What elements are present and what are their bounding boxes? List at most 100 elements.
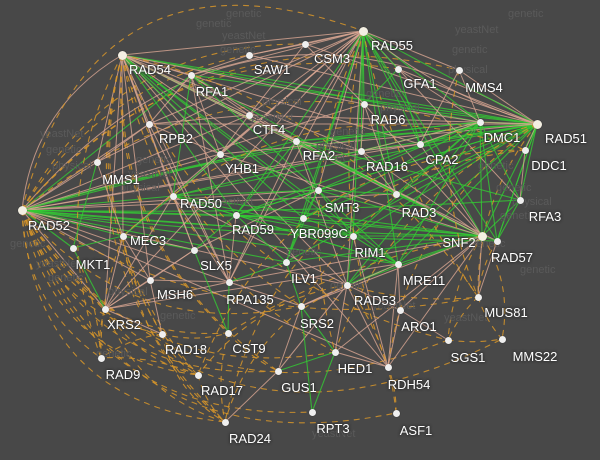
graph-node-ctf4[interactable] (245, 111, 253, 119)
network-edge-coexpression (285, 261, 302, 307)
network-edge-coexpression (362, 30, 397, 195)
graph-node-mms22[interactable] (498, 335, 506, 343)
network-edge-physical (149, 279, 230, 283)
network-edge-physical (248, 43, 306, 56)
network-edge-physical (397, 68, 538, 125)
network-edge-genetic (122, 235, 199, 376)
graph-node-mus81[interactable] (474, 293, 482, 301)
graph-node-rpt3[interactable] (308, 408, 316, 416)
network-edge-coexpression (190, 74, 397, 195)
network-edge-physical (519, 149, 526, 201)
graph-node-rad18[interactable] (158, 330, 166, 338)
graph-node-gus1[interactable] (274, 367, 282, 375)
graph-node-rad57[interactable] (493, 237, 501, 245)
graph-node-slx5[interactable] (190, 246, 198, 254)
graph-node-rad50[interactable] (169, 192, 177, 200)
graph-node-rfa2[interactable] (292, 137, 300, 145)
graph-node-gfa1[interactable] (394, 65, 402, 73)
graph-node-ilv1[interactable] (282, 258, 290, 266)
network-edge-physical (21, 54, 123, 211)
network-edge-coexpression (302, 30, 364, 219)
network-edge-coexpression (295, 121, 481, 142)
network-edge-physical (295, 140, 362, 152)
network-edge-physical (21, 209, 195, 251)
network-edge-physical (148, 123, 230, 283)
graph-node-rdh54[interactable] (384, 363, 392, 371)
graph-node-rad52[interactable] (17, 205, 27, 215)
graph-node-rad24[interactable] (221, 418, 229, 426)
graph-node-yhb1[interactable] (216, 150, 224, 158)
network-edge-coexpression (479, 121, 521, 201)
graph-node-rad51[interactable] (532, 119, 542, 129)
graph-node-csm3[interactable] (301, 40, 309, 48)
graph-node-asf1[interactable] (392, 409, 400, 417)
network-edge-genetic (21, 209, 229, 335)
graph-node-rad16[interactable] (357, 147, 365, 155)
network-edge-coexpression (317, 123, 538, 191)
network-edge-physical (362, 30, 538, 125)
network-edge-physical (458, 69, 538, 125)
graph-node-rfa1[interactable] (187, 71, 195, 79)
graph-node-cst9[interactable] (224, 329, 232, 337)
graph-node-hed1[interactable] (331, 348, 339, 356)
graph-node-rad17[interactable] (194, 371, 202, 379)
network-edge-coexpression (317, 189, 354, 237)
network-edge-genetic (346, 284, 479, 300)
graph-node-rad53[interactable] (343, 281, 351, 289)
network-edge-physical (21, 209, 389, 368)
graph-node-srs2[interactable] (297, 302, 305, 310)
graph-node-rim1[interactable] (349, 232, 357, 240)
graph-node-dmc1[interactable] (476, 118, 484, 126)
graph-node-mkt1[interactable] (69, 244, 77, 252)
network-edge-genetic (161, 332, 229, 339)
network-edge-genetic (121, 54, 479, 298)
graph-node-xrs2[interactable] (101, 305, 109, 313)
graph-node-mec3[interactable] (119, 232, 127, 240)
graph-node-ybr099c[interactable] (299, 214, 307, 222)
network-edge-genetic (21, 209, 449, 374)
graph-node-rad9[interactable] (97, 354, 105, 362)
network-edge-coexpression (397, 68, 421, 145)
graph-node-rfa3[interactable] (516, 196, 524, 204)
graph-node-snf2[interactable] (477, 231, 487, 241)
graph-node-cpa2[interactable] (416, 140, 424, 148)
graph-node-rad6[interactable] (360, 100, 368, 108)
network-edge-coexpression (228, 261, 287, 283)
graph-node-msh6[interactable] (146, 276, 154, 284)
graph-node-rpb2[interactable] (145, 120, 153, 128)
network-edge-genetic (161, 333, 226, 423)
network-edge-physical (219, 153, 483, 237)
graph-node-mre11[interactable] (394, 260, 402, 268)
network-edge-coexpression (235, 214, 287, 263)
network-edge-coexpression (295, 140, 521, 201)
network-edge-physical (334, 351, 389, 368)
graph-node-rad59[interactable] (232, 211, 240, 219)
graph-node-sgs1[interactable] (444, 336, 452, 344)
network-edge-physical (172, 195, 348, 286)
network-edge-physical (190, 74, 221, 155)
network-edge-coexpression (235, 140, 297, 216)
network-edge-genetic (334, 123, 538, 353)
network-edge-physical (96, 30, 364, 163)
network-edge-genetic (197, 374, 226, 423)
graph-node-ddc1[interactable] (521, 146, 529, 154)
network-edge-physical (149, 279, 163, 335)
graph-node-rad54[interactable] (117, 50, 127, 60)
graph-node-rad55[interactable] (358, 26, 368, 36)
network-edge-physical (21, 143, 421, 211)
network-edge-physical (172, 195, 230, 283)
network-edge-genetic (21, 209, 479, 311)
graph-node-saw1[interactable] (245, 51, 253, 59)
graph-node-aro1[interactable] (396, 306, 404, 314)
network-edge-genetic (21, 209, 163, 335)
graph-node-mms1[interactable] (93, 158, 101, 166)
network-edge-physical (190, 54, 250, 76)
network-edge-coexpression (362, 30, 399, 265)
graph-node-rpa135[interactable] (225, 278, 233, 286)
network-edge-physical (363, 103, 483, 237)
graph-node-mms4[interactable] (455, 66, 463, 74)
graph-node-smt3[interactable] (314, 186, 322, 194)
graph-node-rad3[interactable] (392, 190, 400, 198)
network-edge-coexpression (72, 161, 98, 249)
